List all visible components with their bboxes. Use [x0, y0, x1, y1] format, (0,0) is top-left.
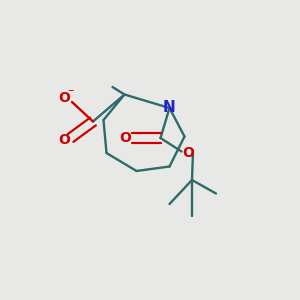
- Text: N: N: [163, 100, 176, 116]
- Text: O: O: [58, 92, 70, 105]
- Text: O: O: [119, 131, 131, 145]
- Text: O: O: [58, 134, 70, 147]
- Text: ⁻: ⁻: [68, 87, 74, 100]
- Text: O: O: [182, 146, 194, 160]
